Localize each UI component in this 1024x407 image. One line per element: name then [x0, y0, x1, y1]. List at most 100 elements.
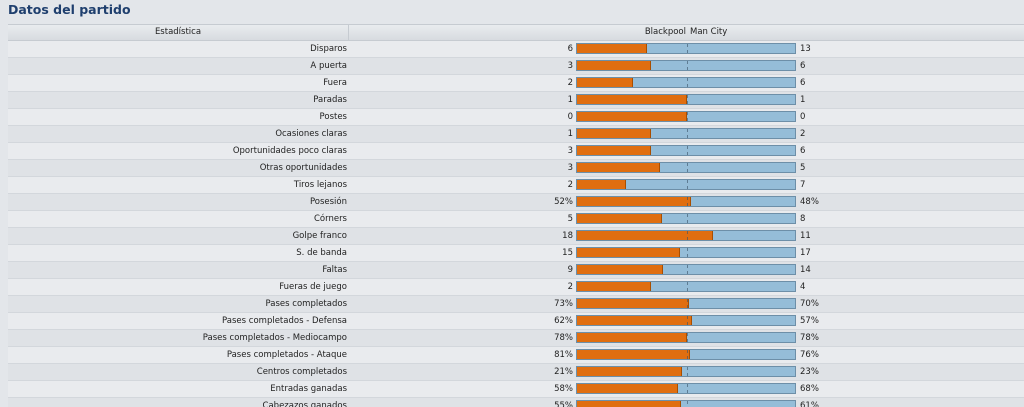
away-value: 6 — [800, 61, 806, 71]
home-share-fill — [577, 248, 681, 257]
comparison-bar — [576, 230, 796, 241]
home-value: 55% — [554, 401, 573, 407]
home-share-fill — [577, 197, 692, 206]
column-header-stat[interactable]: Estadística — [154, 27, 202, 37]
comparison-bar — [576, 145, 796, 156]
home-value: 58% — [554, 384, 573, 394]
bar-midline — [687, 44, 688, 53]
stat-row: Pases completados - Defensa 62% 57% — [8, 313, 1024, 330]
away-value: 8 — [800, 214, 806, 224]
stat-label: Fueras de juego — [279, 282, 347, 292]
home-value: 3 — [567, 61, 573, 71]
bar-midline — [687, 95, 688, 104]
away-value: 48% — [800, 197, 819, 207]
stat-row: Tiros lejanos 2 7 — [8, 177, 1024, 194]
stat-row: Otras oportunidades 3 5 — [8, 160, 1024, 177]
home-value: 21% — [554, 367, 573, 377]
stat-row: Fueras de juego 2 4 — [8, 279, 1024, 296]
comparison-bar — [576, 111, 796, 122]
bar-midline — [687, 180, 688, 189]
comparison-bar — [576, 315, 796, 326]
home-share-fill — [577, 231, 714, 240]
stat-label: Oportunidades poco claras — [232, 146, 347, 156]
comparison-bar — [576, 281, 796, 292]
home-share-fill — [577, 163, 660, 172]
home-value: 9 — [567, 265, 573, 275]
comparison-bar — [576, 400, 796, 407]
home-share-fill — [577, 129, 651, 138]
bar-midline — [687, 333, 688, 342]
home-share-fill — [577, 401, 682, 407]
stats-table: Estadística Blackpool Man City Disparos 6… — [8, 24, 1024, 407]
stat-label: Pases completados — [265, 299, 347, 309]
stat-row: Entradas ganadas 58% 68% — [8, 381, 1024, 398]
home-share-fill — [577, 214, 662, 223]
away-value: 6 — [800, 78, 806, 88]
comparison-bar — [576, 77, 796, 88]
home-value: 62% — [554, 316, 573, 326]
bar-midline — [687, 197, 688, 206]
stat-row: Córners 5 8 — [8, 211, 1024, 228]
comparison-bar — [576, 247, 796, 258]
stat-label: Postes — [319, 112, 347, 122]
home-share-fill — [577, 265, 664, 274]
away-value: 11 — [800, 231, 811, 241]
stat-row: S. de banda 15 17 — [8, 245, 1024, 262]
home-value: 5 — [567, 214, 573, 224]
stat-label: A puerta — [310, 61, 347, 71]
home-share-fill — [577, 367, 682, 376]
comparison-bar — [576, 383, 796, 394]
bar-midline — [687, 61, 688, 70]
home-value: 73% — [554, 299, 573, 309]
away-value: 70% — [800, 299, 819, 309]
stat-label: Otras oportunidades — [259, 163, 347, 173]
home-share-fill — [577, 384, 679, 393]
comparison-bar — [576, 298, 796, 309]
stat-label: Faltas — [322, 265, 347, 275]
away-value: 4 — [800, 282, 806, 292]
away-value: 76% — [800, 350, 819, 360]
stat-row: Centros completados 21% 23% — [8, 364, 1024, 381]
home-share-fill — [577, 146, 651, 155]
column-header-away-team[interactable]: Man City — [690, 27, 728, 37]
stat-row: Pases completados - Mediocampo 78% 78% — [8, 330, 1024, 347]
comparison-bar — [576, 179, 796, 190]
away-value: 68% — [800, 384, 819, 394]
stat-row: Postes 0 0 — [8, 109, 1024, 126]
stat-label: Córners — [313, 214, 347, 224]
home-value: 2 — [567, 180, 573, 190]
comparison-bar — [576, 332, 796, 343]
comparison-bar — [576, 349, 796, 360]
stat-label: Fuera — [323, 78, 347, 88]
stat-row: Paradas 1 1 — [8, 92, 1024, 109]
home-share-fill — [577, 316, 692, 325]
stat-row: Golpe franco 18 11 — [8, 228, 1024, 245]
home-value: 1 — [567, 129, 573, 139]
bar-midline — [687, 214, 688, 223]
home-value: 52% — [554, 197, 573, 207]
column-header-home-team[interactable]: Blackpool — [644, 27, 686, 37]
stat-row: Oportunidades poco claras 3 6 — [8, 143, 1024, 160]
stat-row: Ocasiones claras 1 2 — [8, 126, 1024, 143]
away-value: 57% — [800, 316, 819, 326]
comparison-bar — [576, 94, 796, 105]
comparison-bar — [576, 213, 796, 224]
away-value: 1 — [800, 95, 806, 105]
stat-label: Golpe franco — [292, 231, 347, 241]
stats-rows: Disparos 6 13 A puerta 3 6 Fuera 2 6 Paradas 1 1 Pos… — [8, 41, 1024, 407]
home-share-fill — [577, 44, 647, 53]
comparison-bar — [576, 196, 796, 207]
stats-header: Estadística Blackpool Man City — [8, 24, 1024, 41]
bar-midline — [687, 146, 688, 155]
away-value: 5 — [800, 163, 806, 173]
bar-midline — [687, 282, 688, 291]
stat-label: Pases completados - Defensa — [222, 316, 347, 326]
home-share-fill — [577, 333, 687, 342]
bar-midline — [687, 401, 688, 407]
stat-label: S. de banda — [296, 248, 347, 258]
home-share-fill — [577, 61, 651, 70]
bar-midline — [687, 299, 688, 308]
stat-row: Fuera 2 6 — [8, 75, 1024, 92]
away-value: 78% — [800, 333, 819, 343]
stat-label: Pases completados - Ataque — [226, 350, 347, 360]
